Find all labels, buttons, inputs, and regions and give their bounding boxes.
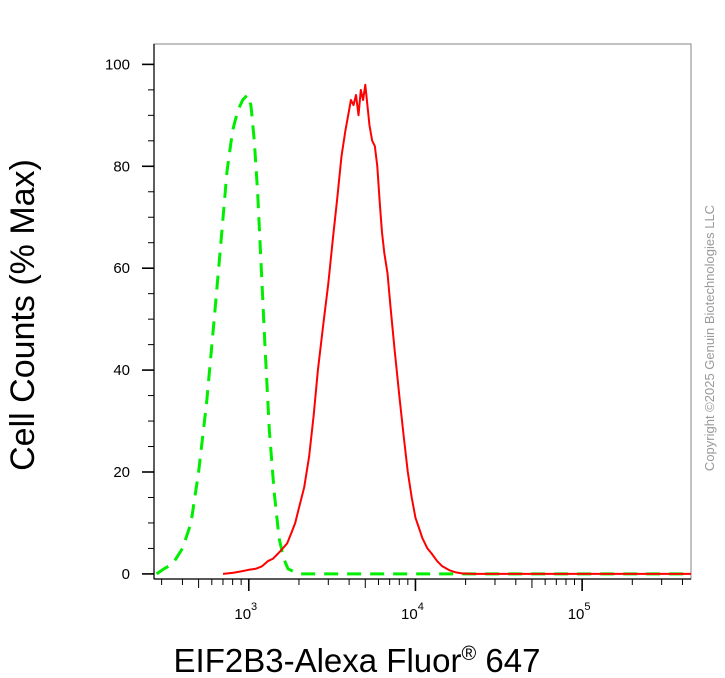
y-tick-label: 40 bbox=[113, 362, 130, 379]
isotype-control-curve bbox=[155, 93, 691, 576]
x-tick-label: 103 bbox=[234, 601, 257, 623]
y-axis-title: Cell Counts (% Max) bbox=[4, 159, 42, 471]
sample-curve bbox=[222, 83, 691, 575]
x-axis-title-registered-mark: ® bbox=[461, 643, 476, 665]
x-axis-title-suffix: 647 bbox=[476, 642, 540, 678]
x-tick-label: 105 bbox=[568, 601, 591, 623]
y-tick-label: 60 bbox=[113, 260, 130, 277]
y-tick-label: 0 bbox=[122, 566, 130, 583]
y-axis-ticks: 0 20 40 60 80 100 bbox=[105, 56, 154, 583]
x-axis-title: EIF2B3-Alexa Fluor® 647 bbox=[174, 642, 541, 678]
y-tick-label: 100 bbox=[105, 56, 130, 73]
x-axis-ticks: 103 104 105 bbox=[161, 579, 683, 623]
y-tick-label: 80 bbox=[113, 158, 130, 175]
y-tick-label: 20 bbox=[113, 464, 130, 481]
copyright-watermark: Copyright ©2025 Genuin Biotechnologies L… bbox=[702, 205, 717, 471]
x-tick-label: 104 bbox=[401, 601, 424, 623]
histogram-series bbox=[155, 83, 691, 576]
x-axis-title-main: EIF2B3-Alexa Fluor bbox=[174, 642, 462, 678]
